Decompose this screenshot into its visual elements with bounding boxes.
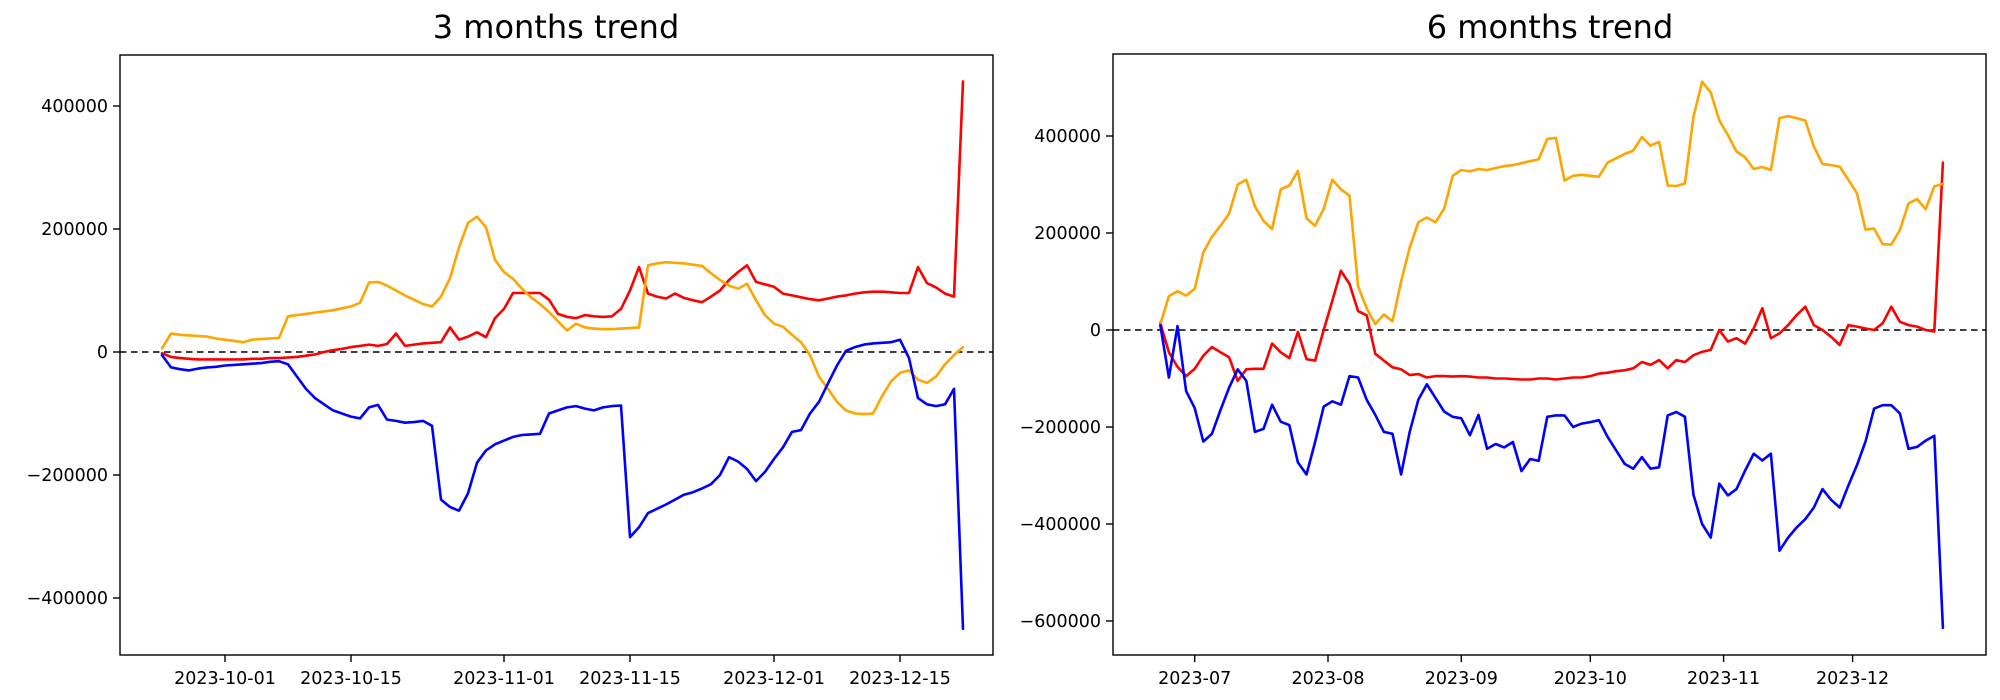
x-tick-label: 2023-10-15	[300, 669, 402, 689]
plot-frame	[119, 54, 994, 656]
x-tick-label: 2023-07	[1158, 669, 1231, 689]
x-tick-label: 2023-11-15	[579, 669, 681, 689]
chart-title-3-months: 3 months trend	[432, 8, 680, 46]
chart-title-6-months: 6 months trend	[1426, 8, 1674, 46]
x-tick-label: 2023-11-01	[453, 669, 555, 689]
series-line-blue-series	[160, 338, 965, 631]
series-line-red-series	[1159, 161, 1945, 383]
series-line-blue-series	[1159, 323, 1945, 630]
x-tick-label: 2023-09	[1425, 669, 1498, 689]
x-tick-label: 2023-08	[1291, 669, 1364, 689]
x-tick-label: 2023-10	[1554, 669, 1627, 689]
x-tick-label: 2023-12	[1816, 669, 1889, 689]
y-tick-label: −600000	[1020, 612, 1101, 632]
y-tick-label: 400000	[41, 97, 108, 117]
y-tick-label: −200000	[27, 466, 108, 486]
series-line-red-series	[160, 80, 965, 361]
y-tick-label: −400000	[1020, 515, 1101, 535]
y-tick-label: 400000	[1034, 127, 1101, 147]
series-line-orange-series	[1159, 80, 1945, 326]
y-tick-label: 0	[97, 343, 108, 363]
series-line-orange-series	[160, 215, 965, 416]
plot-frame	[1112, 53, 1987, 656]
y-tick-label: 200000	[41, 220, 108, 240]
x-tick-label: 2023-11	[1687, 669, 1760, 689]
y-tick-label: 200000	[1034, 224, 1101, 244]
y-tick-label: −200000	[1020, 418, 1101, 438]
x-tick-label: 2023-12-01	[723, 669, 825, 689]
x-tick-label: 2023-10-01	[174, 669, 276, 689]
y-tick-label: −400000	[27, 589, 108, 609]
y-tick-label: 0	[1090, 321, 1101, 341]
x-tick-label: 2023-12-15	[849, 669, 951, 689]
